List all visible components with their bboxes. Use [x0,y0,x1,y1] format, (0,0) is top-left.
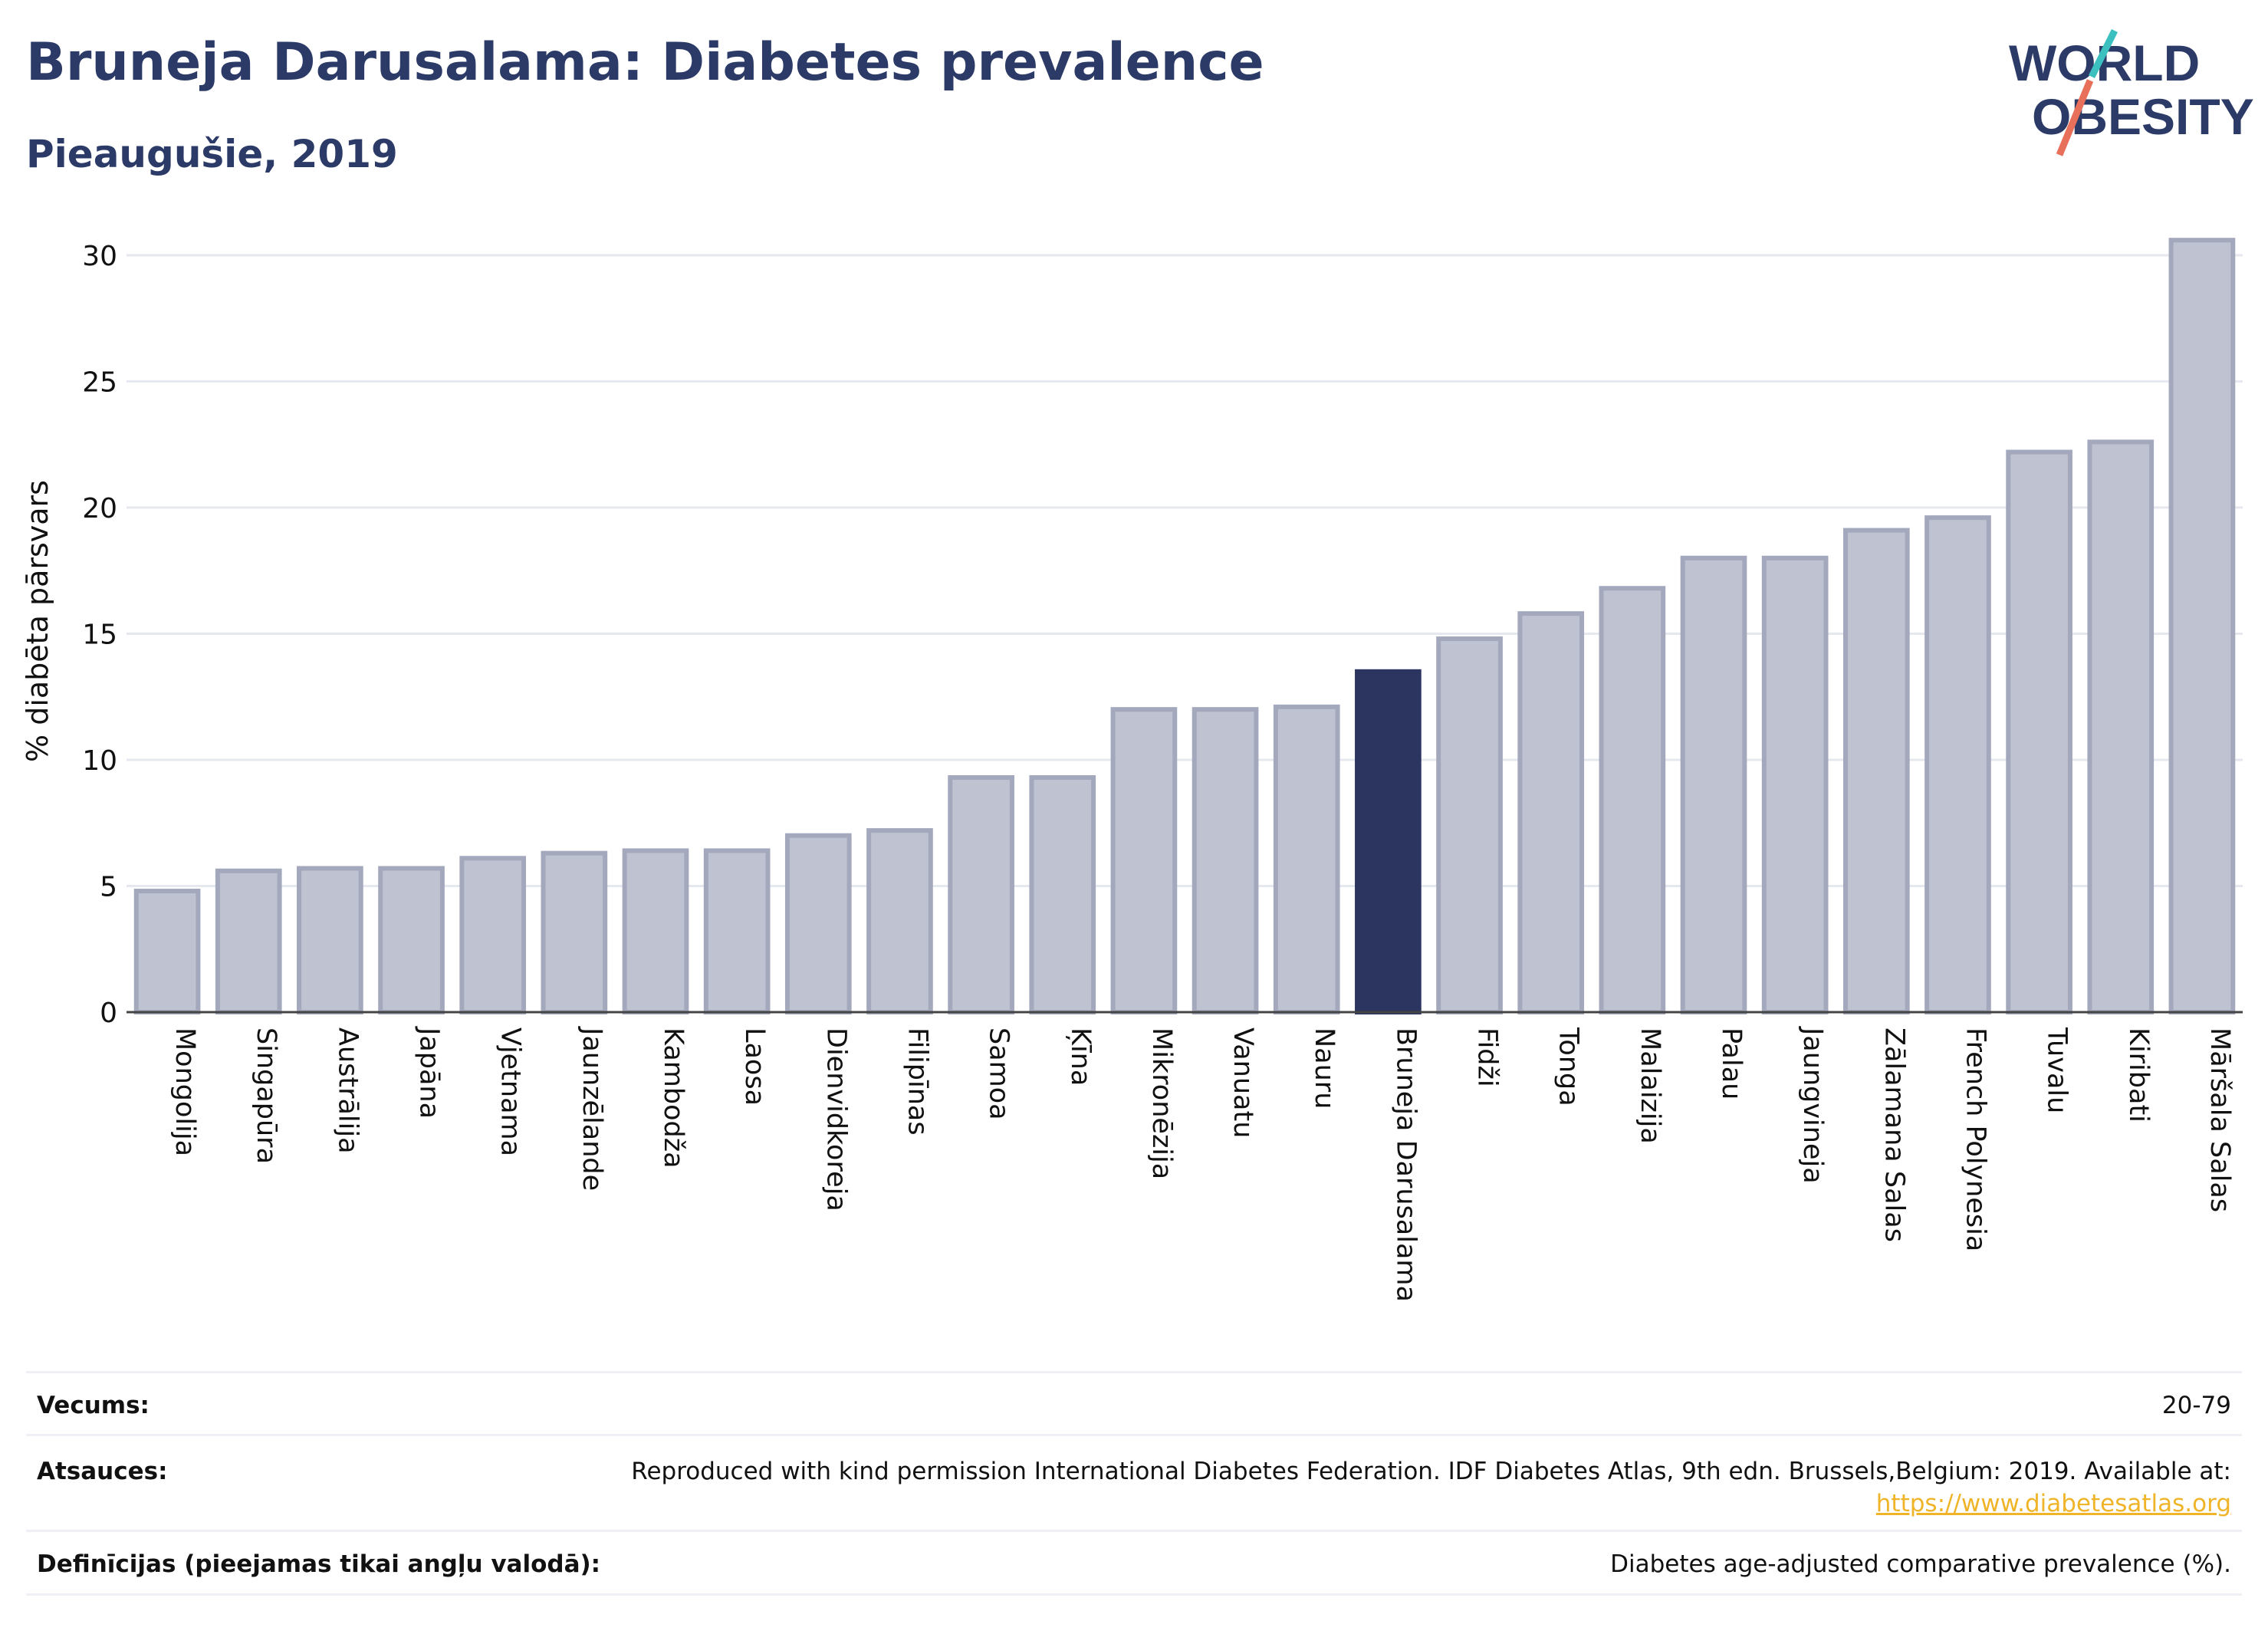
bars [133,238,2236,1015]
bar-malaizija [1599,586,1666,1014]
x-tick-label: Samoa [984,1027,1014,1120]
x-tick-label: French Polynesia [1960,1027,1990,1251]
bar-dienvidkoreja [784,833,852,1014]
bar-palau [1680,555,1747,1014]
bar-laosa [703,848,771,1014]
bar-kambodža [622,848,689,1014]
bar-fidži [1436,636,1503,1015]
world-obesity-logo: WORLD OBESITY [2009,28,2254,156]
page-subtitle: Pieaugušie, 2019 [26,132,398,176]
bar-jaungvineja [1761,555,1829,1014]
y-tick-label: 10 [82,745,117,777]
meta-sources-row: Atsauces: Reproduced with kind permissio… [26,1434,2242,1532]
x-tick-label: Zālamana Salas [1878,1027,1909,1242]
bar-samoa [948,775,1014,1014]
bar-tonga [1517,611,1585,1014]
meta-age-row: Vecums: 20-79 [26,1371,2242,1436]
sources-text: Reproduced with kind permission Internat… [631,1458,2231,1485]
bar-nauru [1273,704,1340,1014]
x-tick-label: Japāna [414,1026,445,1119]
x-tick-label: Kiribati [2123,1027,2154,1123]
x-tick-label: Singapūra [251,1027,281,1164]
bar-vanuatu [1192,707,1259,1015]
sources-link[interactable]: https://www.diabetesatlas.org [1875,1490,2231,1517]
age-value: 20-79 [2161,1392,2231,1419]
x-tick-label: Laosa [739,1027,770,1106]
x-tick-label: Vanuatu [1228,1027,1258,1138]
bar-mongolija [133,889,201,1015]
definitions-label: Definīcijas (pieejamas tikai angļu valod… [37,1550,601,1578]
x-tick-label: Jaungvineja [1797,1026,1828,1184]
x-tick-label: Mikronēzija [1146,1027,1177,1179]
x-tick-label: Tonga [1553,1027,1584,1106]
bar-singapūra [215,868,282,1015]
x-tick-label: Māršala Salas [2204,1027,2235,1212]
meta-definitions-row: Definīcijas (pieejamas tikai angļu valod… [26,1530,2242,1595]
x-tick-label: Tuvalu [2042,1027,2072,1113]
bar-kiribati [2087,439,2155,1014]
x-tick-label: Ķīna [1065,1027,1096,1086]
x-tick-label: Malaizija [1635,1027,1665,1144]
x-tick-label: Filipīnas [902,1027,932,1136]
y-axis-label: % diabēta pārsvars [21,480,54,762]
bar-chart: 0 5 10 15 20 25 30 Mongolija Singapūra Austrālij… [21,238,2243,1302]
x-tick-label: Palau [1716,1027,1747,1100]
y-tick-labels: 0 5 10 15 20 25 30 [82,241,117,1029]
y-tick-label: 5 [100,871,117,902]
x-tick-label: Vjetnama [495,1027,526,1156]
x-tick-label: Kambodža [658,1027,689,1169]
bar-tuvalu [2006,449,2072,1014]
y-tick-label: 0 [100,998,117,1029]
bar-zālamana-salas [1842,528,1910,1014]
page-title: Bruneja Darusalama: Diabetes prevalence [26,32,1264,93]
age-label: Vecums: [37,1392,150,1419]
bar-māršala-salas [2168,238,2236,1014]
x-tick-label: Bruneja Darusalama [1390,1027,1421,1302]
bar-filipīnas [866,828,933,1015]
y-tick-label: 20 [82,493,117,524]
sources-label: Atsauces: [37,1458,168,1485]
bar-austrālija [297,866,363,1015]
x-tick-label: Fidži [1472,1027,1503,1087]
bar-japāna [378,866,445,1015]
x-tick-label: Nauru [1309,1027,1339,1109]
bar-french-polynesia [1925,515,1991,1014]
bar-mikronēzija [1110,707,1178,1015]
x-tick-label: Austrālija [332,1027,363,1154]
x-tick-label: Dienvidkoreja [820,1027,851,1212]
bar-vjetnama [459,856,527,1014]
logo-slash-teal [2088,28,2118,79]
x-tick-label: Jaunzēlande [577,1026,607,1191]
y-tick-label: 30 [82,241,117,272]
bar-ķīna [1029,775,1096,1014]
x-tick-labels: Mongolija Singapūra Austrālija Japāna Vjetna… [169,1026,2235,1302]
y-tick-label: 25 [82,367,117,398]
meta-bottom-rule [26,1593,2242,1596]
x-tick-label: Mongolija [169,1027,200,1156]
definitions-value: Diabetes age-adjusted comparative preval… [1610,1550,2231,1578]
bar-jaunzēlande [541,850,608,1015]
logo-slash-coral [2056,79,2094,156]
bar-bruneja-darusalama [1355,669,1422,1014]
y-tick-label: 15 [82,619,117,650]
